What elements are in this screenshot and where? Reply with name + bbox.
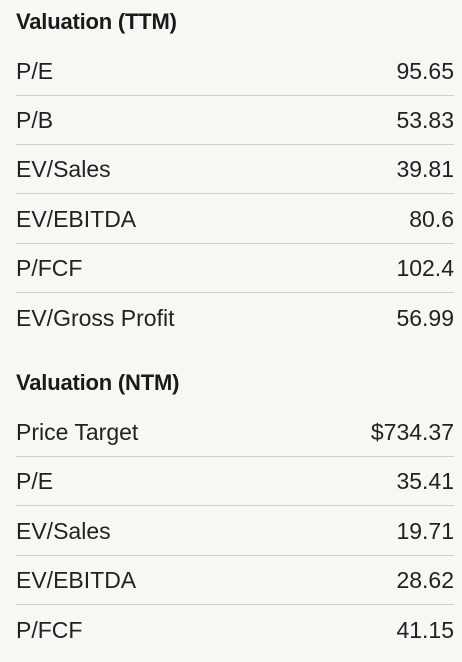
metric-row-ttm-ev-sales: EV/Sales 39.81 [16,145,454,194]
metric-label: EV/EBITDA [16,205,137,232]
metric-row-ntm-ev-ebitda: EV/EBITDA 28.62 [16,556,454,605]
metric-value: 41.15 [396,617,454,643]
section-title-ntm: Valuation (NTM) [16,370,180,395]
metric-row-ntm-ev-sales: EV/Sales 19.71 [16,507,454,556]
metric-row-ntm-pe: P/E 35.41 [16,457,454,506]
metric-label: EV/Gross Profit [16,305,175,331]
metric-value: 39.81 [396,155,454,182]
metric-value: 102.4 [396,254,454,281]
metric-value: 28.62 [396,566,454,593]
metric-value: 56.99 [396,305,454,331]
metric-label: Price Target [16,418,139,445]
metric-value: 19.71 [396,517,454,544]
metric-row-ttm-ev-gross-profit: EV/Gross Profit 56.99 [16,294,454,343]
metric-row-ttm-pb: P/B 53.83 [16,96,454,145]
metric-row-ttm-pe: P/E 95.65 [16,47,454,96]
metric-label: EV/Sales [16,517,111,544]
metric-label: EV/EBITDA [16,566,137,593]
metric-value: 53.83 [396,106,454,133]
metric-label: P/E [16,467,54,494]
metric-label: EV/Sales [16,155,111,182]
metric-label: P/FCF [16,617,83,643]
section-title-ttm: Valuation (TTM) [16,9,177,34]
metric-label: P/E [16,57,54,84]
metric-value: 95.65 [396,57,454,84]
metric-value: 35.41 [396,467,454,494]
metric-row-ttm-ev-ebitda: EV/EBITDA 80.6 [16,195,454,244]
metric-row-ttm-p-fcf: P/FCF 102.4 [16,244,454,293]
metric-value: 80.6 [409,205,454,232]
metric-value: $734.37 [370,418,454,445]
metric-row-ntm-price-target: Price Target $734.37 [16,408,454,457]
metric-row-ntm-p-fcf: P/FCF 41.15 [16,606,454,655]
metric-label: P/B [16,106,54,133]
metric-label: P/FCF [16,254,83,281]
